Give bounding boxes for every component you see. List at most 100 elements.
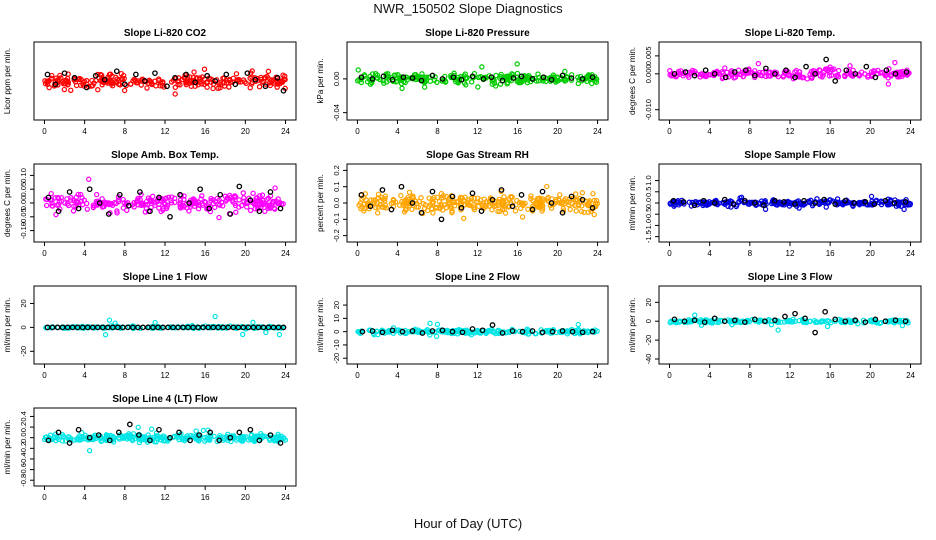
data-point xyxy=(892,70,899,77)
data-point xyxy=(781,199,787,205)
background-point xyxy=(245,437,252,443)
panel-title: Slope Line 4 (LT) Flow xyxy=(112,394,218,405)
background-point xyxy=(49,200,55,206)
y-axis-label: degrees C per min. xyxy=(628,47,637,115)
background-point xyxy=(712,201,719,207)
x-tick-label: 20 xyxy=(241,127,250,136)
plot-frame xyxy=(346,41,609,121)
data-point xyxy=(529,328,536,334)
background-point xyxy=(272,185,278,191)
data-point xyxy=(429,72,436,79)
data-point xyxy=(671,70,678,77)
background-point xyxy=(433,333,440,340)
background-point xyxy=(152,202,158,208)
background-point xyxy=(394,75,400,81)
x-tick-label: 20 xyxy=(866,127,875,136)
background-point xyxy=(479,64,485,70)
background-point xyxy=(545,194,552,201)
y-tick-label: -20 xyxy=(644,335,653,346)
background-point xyxy=(822,200,828,206)
figure-title: NWR_150502 Slope Diagnostics xyxy=(373,1,563,16)
data-point xyxy=(792,74,798,81)
y-tick-label: -0.010 xyxy=(644,99,653,120)
data-point xyxy=(116,191,123,198)
data-point xyxy=(256,437,263,444)
background-point xyxy=(177,205,184,211)
background-point xyxy=(590,190,596,197)
background-point xyxy=(275,431,281,437)
background-point xyxy=(495,208,501,215)
background-point xyxy=(75,191,81,198)
background-point xyxy=(461,202,468,208)
data-point xyxy=(721,318,728,325)
x-tick-label: 24 xyxy=(281,493,290,502)
x-tick-label: 12 xyxy=(786,127,795,136)
background-point xyxy=(757,72,764,78)
background-point xyxy=(817,67,823,74)
data-point xyxy=(479,327,486,334)
y-axis-label: ml/min per min. xyxy=(628,176,637,231)
background-point xyxy=(504,81,510,87)
x-tick-label: 0 xyxy=(355,371,360,380)
background-point xyxy=(591,211,597,218)
background-point xyxy=(738,194,745,200)
y-tick-label: -0.8 xyxy=(19,474,28,487)
data-point xyxy=(548,200,555,206)
background-point xyxy=(775,327,781,333)
data-point xyxy=(559,72,566,79)
background-point xyxy=(107,210,113,216)
background-point xyxy=(482,328,489,335)
background-point xyxy=(796,205,802,211)
background-point xyxy=(220,203,226,209)
background-point xyxy=(434,79,440,86)
background-point xyxy=(177,200,184,206)
data-point xyxy=(903,69,910,75)
y-tick-label: -0.4 xyxy=(19,452,28,465)
background-point xyxy=(191,69,197,75)
panel-title: Slope Amb. Box Temp. xyxy=(111,150,219,161)
panel-title: Slope Gas Stream RH xyxy=(426,150,529,161)
x-tick-label: 24 xyxy=(906,127,915,136)
background-point xyxy=(426,203,432,210)
y-tick-label: -1.0 xyxy=(644,219,653,232)
x-tick-label: 8 xyxy=(748,249,753,258)
data-point xyxy=(409,200,416,206)
background-point xyxy=(263,329,269,336)
data-point xyxy=(722,74,729,81)
background-point xyxy=(279,78,286,84)
x-tick-label: 16 xyxy=(826,127,835,136)
background-point xyxy=(265,75,271,81)
background-point xyxy=(525,331,531,337)
background-point xyxy=(555,77,562,84)
background-point xyxy=(77,435,84,441)
background-point xyxy=(366,327,372,334)
background-point xyxy=(98,438,104,445)
data-point xyxy=(862,199,869,205)
data-point xyxy=(700,197,707,204)
data-point xyxy=(236,183,243,190)
x-tick-label: 4 xyxy=(82,127,87,136)
data-point xyxy=(101,76,108,83)
data-point xyxy=(186,200,192,206)
points-layer xyxy=(42,66,288,97)
background-point xyxy=(479,202,485,208)
data-point xyxy=(510,75,517,81)
points-layer xyxy=(43,176,286,221)
background-point xyxy=(421,84,428,90)
background-point xyxy=(395,71,401,78)
background-point xyxy=(436,198,443,205)
y-tick-label: -0.2 xyxy=(332,229,341,242)
background-point xyxy=(276,331,283,338)
data-point xyxy=(782,313,788,320)
data-point xyxy=(419,330,426,336)
background-point xyxy=(59,432,66,438)
background-point xyxy=(130,78,136,84)
background-point xyxy=(186,80,192,86)
data-point xyxy=(267,189,274,195)
background-point xyxy=(879,69,885,76)
x-tick-label: 20 xyxy=(866,249,875,258)
background-point xyxy=(562,78,568,84)
data-point xyxy=(280,324,287,331)
x-tick-label: 24 xyxy=(593,371,602,380)
data-point xyxy=(691,202,698,209)
